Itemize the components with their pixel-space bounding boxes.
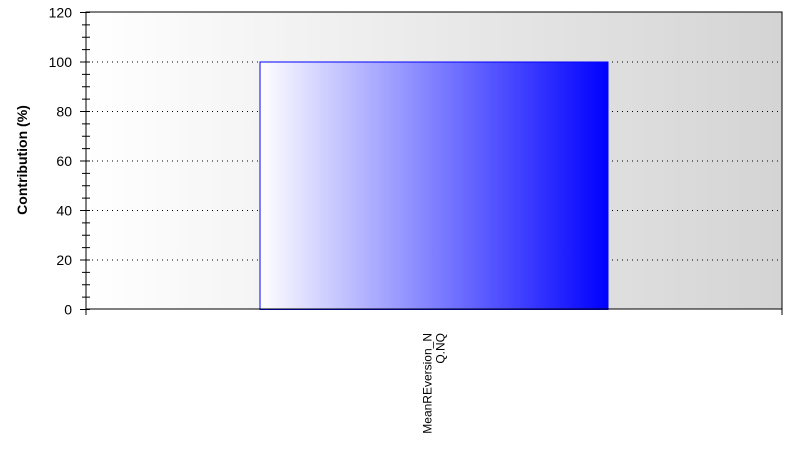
y-tick-label: 0 (64, 302, 72, 318)
x-tick-label-line: MeanREversion_N (421, 333, 435, 434)
y-axis-label: Contribution (%) (14, 105, 30, 215)
y-tick-label: 100 (49, 54, 73, 70)
x-tick-label: MeanREversion_N Q.NQ (421, 333, 448, 434)
bar (259, 61, 609, 310)
y-tick-label: 40 (56, 203, 72, 219)
x-tick-label-line: Q.NQ (434, 333, 448, 364)
y-tick-label: 80 (56, 104, 72, 120)
y-tick-label: 120 (49, 5, 73, 21)
y-tick-label: 60 (56, 153, 72, 169)
y-tick-label: 20 (56, 252, 72, 268)
